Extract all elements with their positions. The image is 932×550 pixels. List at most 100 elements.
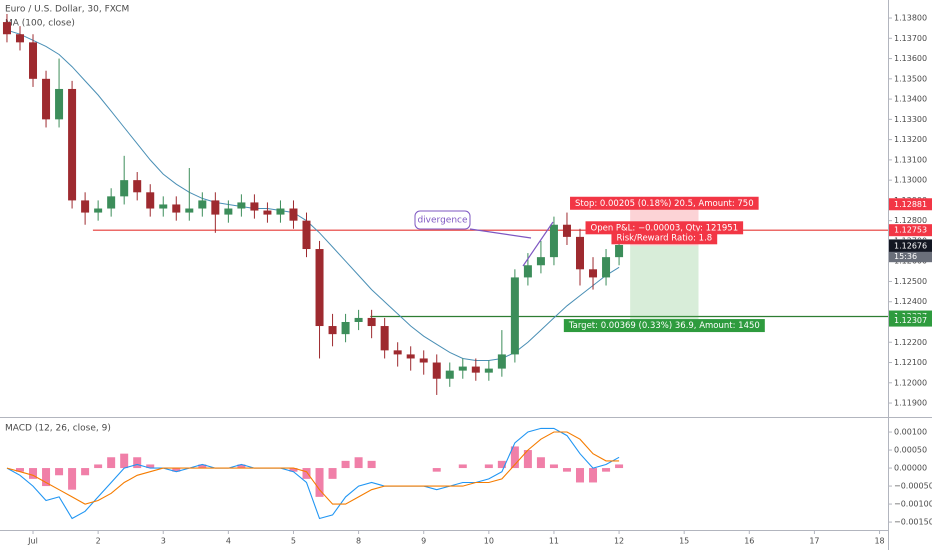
candle-body bbox=[133, 180, 142, 193]
x-tick-label: 17 bbox=[809, 537, 819, 546]
candle-body bbox=[536, 257, 545, 266]
candle-body bbox=[575, 236, 584, 270]
macd-histogram-bar bbox=[589, 468, 598, 483]
macd-histogram-bar bbox=[172, 468, 181, 472]
macd-histogram-bar bbox=[523, 450, 532, 469]
chart-title: Euro / U.S. Dollar, 30, FXCM bbox=[5, 5, 129, 15]
macd-histogram-bar bbox=[15, 468, 24, 472]
candle-body bbox=[602, 257, 611, 278]
candle-body bbox=[432, 362, 441, 379]
y-tick-label: 0.00100 bbox=[894, 428, 927, 437]
candle-body bbox=[237, 202, 246, 209]
candle-body bbox=[68, 88, 77, 201]
pnl-label-bg bbox=[585, 221, 744, 235]
macd-histogram-bar bbox=[120, 453, 129, 469]
y-tick-label: 1.13100 bbox=[894, 155, 927, 164]
target-label: Target: 0.00369 (0.33%) 36.9, Amount: 14… bbox=[568, 321, 760, 331]
macd-histogram-bar bbox=[107, 457, 116, 469]
x-tick-label: 8 bbox=[356, 537, 361, 546]
y-tick-label: 1.12800 bbox=[894, 216, 927, 225]
stop-label-bg bbox=[570, 196, 759, 210]
x-tick-label: 18 bbox=[874, 537, 884, 546]
candle-body bbox=[198, 200, 207, 209]
x-tick-label: 5 bbox=[291, 537, 296, 546]
annotation-text: divergence bbox=[417, 216, 468, 226]
candle-body bbox=[589, 269, 598, 278]
candle-body bbox=[406, 354, 415, 359]
candle-body bbox=[211, 200, 220, 215]
candle-body bbox=[510, 277, 519, 355]
countdown-bg bbox=[889, 251, 932, 263]
macd-histogram-bar bbox=[289, 468, 298, 472]
pnl-label: Open P&L: −0.00003, Qty: 121951 bbox=[591, 223, 739, 233]
macd-histogram-bar bbox=[602, 468, 611, 472]
ratio-label-bg bbox=[611, 231, 718, 245]
x-tick-label: Jul bbox=[27, 537, 38, 546]
macd-histogram-bar bbox=[432, 468, 441, 472]
y-tick-label: 1.12000 bbox=[894, 378, 927, 387]
x-tick-label: 16 bbox=[744, 537, 754, 546]
candle-body bbox=[615, 244, 624, 258]
stop-label: Stop: 0.00205 (0.18%) 20.5, Amount: 750 bbox=[575, 199, 754, 209]
macd-title: MACD (12, 26, close, 9) bbox=[5, 424, 111, 434]
y-tick-label: 1.12400 bbox=[894, 297, 927, 306]
y-tick-label: 1.13400 bbox=[894, 95, 927, 104]
y-tick-label: 1.13600 bbox=[894, 54, 927, 63]
y-tick-label: 0.00000 bbox=[894, 464, 927, 473]
price-label-bg bbox=[889, 224, 932, 237]
macd-histogram-bar bbox=[341, 460, 350, 469]
candle-body bbox=[523, 265, 532, 278]
price-label-bg bbox=[889, 314, 932, 327]
y-tick-label: 1.13800 bbox=[894, 14, 927, 23]
y-tick-label: −0.00150 bbox=[894, 518, 932, 527]
macd-line bbox=[6, 427, 620, 520]
macd-histogram-bar bbox=[198, 464, 207, 469]
ratio-label: Risk/Reward Ratio: 1.8 bbox=[616, 233, 712, 243]
macd-histogram-bar bbox=[354, 457, 363, 469]
y-tick-label: 0.00050 bbox=[894, 446, 927, 455]
candle-body bbox=[2, 22, 11, 35]
y-tick-label: 1.13200 bbox=[894, 135, 927, 144]
annotation-box bbox=[414, 210, 471, 230]
y-tick-label: 1.13700 bbox=[894, 34, 927, 43]
macd-histogram-bar bbox=[315, 468, 324, 497]
candle-body bbox=[562, 224, 571, 237]
candle-body bbox=[42, 78, 51, 120]
y-tick-label: 1.13000 bbox=[894, 176, 927, 185]
candle-body bbox=[250, 202, 259, 211]
price-label: 1.12307 bbox=[894, 316, 927, 325]
y-tick-label: 1.12200 bbox=[894, 338, 927, 347]
macd-histogram-bar bbox=[497, 460, 506, 469]
candle-body bbox=[276, 208, 285, 215]
candle-body bbox=[94, 208, 103, 213]
divergence-line bbox=[522, 221, 554, 267]
candle-body bbox=[419, 358, 428, 363]
y-tick-label: 1.11900 bbox=[894, 399, 927, 408]
macd-histogram-bar bbox=[29, 468, 38, 479]
x-tick-label: 11 bbox=[549, 537, 559, 546]
candle-body bbox=[458, 366, 467, 371]
candle-body bbox=[263, 210, 272, 215]
macd-histogram-bar bbox=[42, 468, 51, 487]
macd-histogram-bar bbox=[81, 468, 90, 476]
candle-body bbox=[471, 366, 480, 373]
candle-body bbox=[315, 249, 324, 327]
macd-histogram-bar bbox=[302, 468, 311, 479]
macd-histogram-bar bbox=[328, 468, 337, 479]
x-tick-label: 12 bbox=[614, 537, 624, 546]
macd-histogram-bar bbox=[458, 464, 467, 469]
candle-body bbox=[549, 224, 558, 258]
price-label-bg bbox=[889, 198, 932, 211]
macd-histogram-bar bbox=[367, 460, 376, 469]
candle-body bbox=[81, 200, 90, 213]
candle-body bbox=[159, 204, 168, 209]
candle-body bbox=[367, 317, 376, 327]
x-tick-label: 2 bbox=[96, 537, 101, 546]
x-tick-label: 3 bbox=[161, 537, 166, 546]
candle-body bbox=[172, 204, 181, 213]
candle-body bbox=[146, 192, 155, 209]
macd-histogram-bar bbox=[536, 457, 545, 469]
x-tick-label: 9 bbox=[421, 537, 426, 546]
